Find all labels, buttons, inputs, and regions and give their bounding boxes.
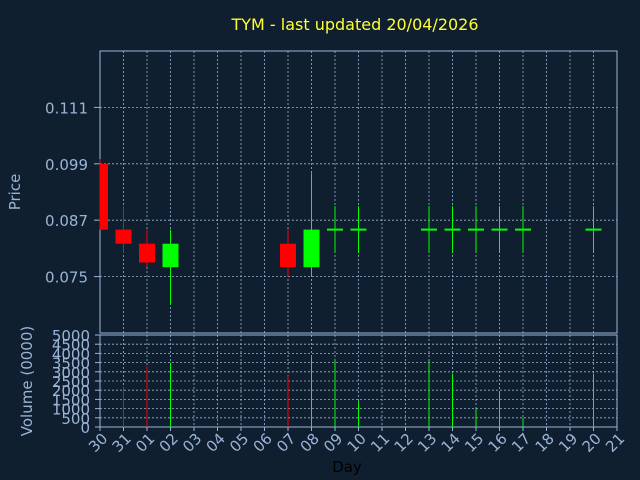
x-tick-label: 19 [555,430,581,456]
price-tick-label: 0.075 [45,269,88,287]
x-tick-label: 20 [579,430,605,456]
x-tick-label: 07 [273,430,299,456]
volume-tick-label: 4000 [52,345,90,363]
x-tick-label: 21 [602,430,628,456]
x-tick-label: 01 [132,430,158,456]
x-tick-label: 18 [532,430,558,456]
volume-tick-label: 500 [61,410,90,428]
x-axis-label: Day [332,458,362,476]
chart-title: TYM - last updated 20/04/2026 [230,15,478,34]
x-tick-label: 04 [203,430,229,456]
x-tick-label: 06 [250,430,276,456]
x-tick-label: 17 [508,430,534,456]
x-tick-label: 14 [438,430,464,456]
price-axis-label: Price [6,174,24,211]
x-tick-label: 08 [297,430,323,456]
price-panel: 0.075 0.087 0.099 0.111 [45,50,618,334]
volume-tick-label: 2000 [52,382,90,400]
x-tick-label: 09 [320,430,346,456]
volume-tick-label: 2500 [52,373,90,391]
x-tick-label: 02 [156,430,182,456]
candle-body-31 [115,229,132,244]
x-tick-label: 12 [391,430,417,456]
x-tick-label: 10 [344,430,370,456]
candle-body-07 [280,243,296,268]
x-tick-label: 05 [226,430,252,456]
volume-tick-label: 1000 [52,401,90,419]
x-tick-label: 15 [461,430,487,456]
price-tick-label: 0.111 [45,99,88,117]
candle-body-01 [139,243,155,263]
price-tick-label: 0.099 [45,156,88,174]
volume-tick-label: 4500 [52,336,90,354]
x-tick-label: 31 [109,430,135,456]
volume-tick-label: 5000 [52,327,90,345]
volume-panel: 0500100015002000250030003500400045005000… [52,327,629,456]
volume-axis-label: Volume (0000) [18,326,36,436]
x-tick-label: 03 [179,430,205,456]
volume-tick-label: 3000 [52,364,90,382]
candle-body-08 [303,229,320,268]
volume-tick-label: 1500 [52,391,90,409]
x-tick-label: 16 [485,430,511,456]
x-tick-label: 11 [367,430,393,456]
price-tick-label: 0.087 [45,212,88,230]
x-tick-label: 13 [414,430,440,456]
volume-tick-label: 3500 [52,355,90,373]
volume-tick-label: 0 [80,419,90,437]
candle-body-02 [162,243,179,268]
candle-body-30 [100,163,108,230]
